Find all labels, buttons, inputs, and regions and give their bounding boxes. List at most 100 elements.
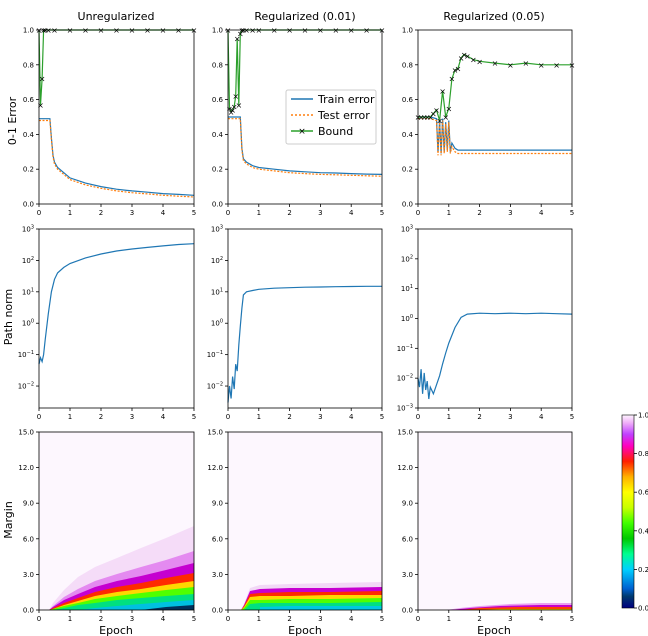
x-tick-label: 2 (477, 615, 481, 623)
x-axis-label-3: Epoch (477, 624, 511, 636)
x-tick-label: 0 (416, 615, 420, 623)
x-tick-label: 1 (68, 209, 72, 217)
x-tick-label: 5 (570, 615, 574, 623)
x-axis-label-2: Epoch (288, 624, 322, 636)
y-tick-label: 0.2 (212, 166, 223, 174)
x-tick-label: 5 (380, 413, 384, 421)
bound-marker: × (229, 106, 236, 115)
x-tick-label: 4 (161, 209, 166, 217)
y-tick-label: 3.0 (23, 571, 34, 579)
series-line-train-error (228, 116, 383, 175)
y-tick-label: 0.0 (212, 607, 223, 615)
colorbar-tick-label: 0.8 (638, 450, 648, 458)
panel-2-2: 0 1 2 3 4 5 0.0 3.0 6.0 9.0 12.0 15.0 (397, 429, 574, 624)
legend: Train error Test error × Bound (285, 89, 377, 145)
legend-marker-bound: × (298, 127, 306, 137)
axes-frame (227, 228, 383, 409)
bound-marker: × (418, 113, 425, 122)
row-label-error: 0-1 Error (6, 96, 19, 145)
axes-frame (38, 431, 195, 611)
x-tick-label: 5 (570, 413, 574, 421)
y-tick-label: 9.0 (212, 500, 223, 508)
bound-marker: × (45, 26, 52, 35)
y-tick-label: 10−3 (397, 404, 413, 413)
series-line-path-norm (417, 312, 573, 400)
x-tick-label: 5 (380, 615, 384, 623)
panel-1-0: 0 1 2 3 4 5 10−2 10−1 100 101 102 103 (18, 225, 197, 422)
column-title-reg-005: Regularized (0.05) (443, 10, 544, 23)
y-tick-label: 12.0 (207, 464, 223, 472)
x-tick-label: 0 (226, 615, 230, 623)
x-tick-label: 5 (192, 615, 196, 623)
axes-frame (417, 228, 573, 409)
panel-0-0: ×××××× × × × × × × × × × ×0 1 2 3 4 50.00.20.40.60.81.0 (23, 26, 197, 217)
panel-2-1: 0 1 2 3 4 5 0.0 3.0 6.0 9.0 12.0 15.0 (207, 429, 384, 624)
bound-marker: × (427, 113, 434, 122)
y-tick-label: 10−2 (18, 382, 34, 391)
y-tick-label: 0.0 (23, 607, 34, 615)
bound-marker: × (249, 26, 256, 35)
bound-marker: × (98, 26, 105, 35)
y-tick-label: 15.0 (207, 429, 223, 437)
x-tick-label: 1 (68, 413, 72, 421)
x-tick-label: 4 (539, 209, 544, 217)
y-tick-label: 102 (22, 256, 34, 265)
axes-frame (38, 29, 195, 205)
bound-marker: × (507, 61, 514, 70)
y-tick-label: 0.0 (402, 201, 413, 209)
y-tick-label: 100 (22, 319, 34, 328)
y-tick-label: 1.0 (23, 27, 34, 35)
x-tick-label: 4 (349, 209, 354, 217)
x-tick-label: 4 (161, 413, 166, 421)
y-tick-label: 101 (401, 284, 413, 293)
bound-marker: × (522, 59, 529, 68)
y-tick-label: 10−1 (207, 350, 223, 359)
bound-marker: × (424, 113, 431, 122)
bound-marker: × (67, 26, 74, 35)
bound-marker: × (228, 108, 235, 117)
y-tick-label: 0.4 (402, 131, 414, 139)
bound-marker: × (234, 35, 241, 44)
x-tick-label: 3 (318, 615, 322, 623)
x-tick-label: 1 (257, 615, 261, 623)
bound-marker: × (243, 26, 250, 35)
bound-marker: × (363, 26, 370, 35)
x-tick-label: 1 (447, 209, 451, 217)
y-tick-label: 103 (22, 225, 34, 234)
heatmap-reg-001 (228, 432, 382, 610)
y-tick-label: 10−1 (397, 344, 413, 353)
x-tick-label: 4 (349, 615, 354, 623)
y-tick-label: 3.0 (212, 571, 223, 579)
x-tick-label: 0 (226, 413, 230, 421)
bound-marker: × (348, 26, 355, 35)
legend-label-bound: Bound (318, 125, 353, 138)
colorbar-tick-label: 0.0 (638, 605, 648, 613)
y-tick-label: 100 (401, 314, 413, 323)
bound-marker: × (144, 26, 151, 35)
x-tick-label: 2 (99, 209, 103, 217)
column-title-reg-001: Regularized (0.01) (254, 10, 355, 23)
bound-marker: × (160, 26, 167, 35)
x-tick-label: 2 (477, 209, 481, 217)
bound-marker: × (452, 66, 459, 75)
y-tick-label: 0.6 (402, 96, 414, 104)
y-tick-label: 6.0 (212, 535, 223, 543)
bound-marker: × (476, 57, 483, 66)
y-tick-label: 0.0 (402, 607, 413, 615)
bound-marker: × (255, 26, 262, 35)
y-tick-label: 102 (401, 254, 413, 263)
bound-marker: × (461, 50, 468, 59)
x-tick-label: 4 (161, 615, 166, 623)
bound-marker: × (458, 54, 465, 63)
bound-marker: × (464, 52, 471, 61)
bound-marker: × (445, 104, 452, 113)
bound-marker: × (82, 26, 89, 35)
x-tick-label: 1 (68, 615, 72, 623)
y-tick-label: 102 (211, 256, 223, 265)
colorbar-tick-label: 0.2 (638, 566, 648, 574)
y-tick-label: 0.8 (23, 61, 34, 69)
x-tick-label: 1 (257, 413, 261, 421)
y-tick-label: 0.4 (23, 131, 35, 139)
x-tick-label: 0 (416, 413, 420, 421)
series-line-bound (38, 29, 194, 105)
